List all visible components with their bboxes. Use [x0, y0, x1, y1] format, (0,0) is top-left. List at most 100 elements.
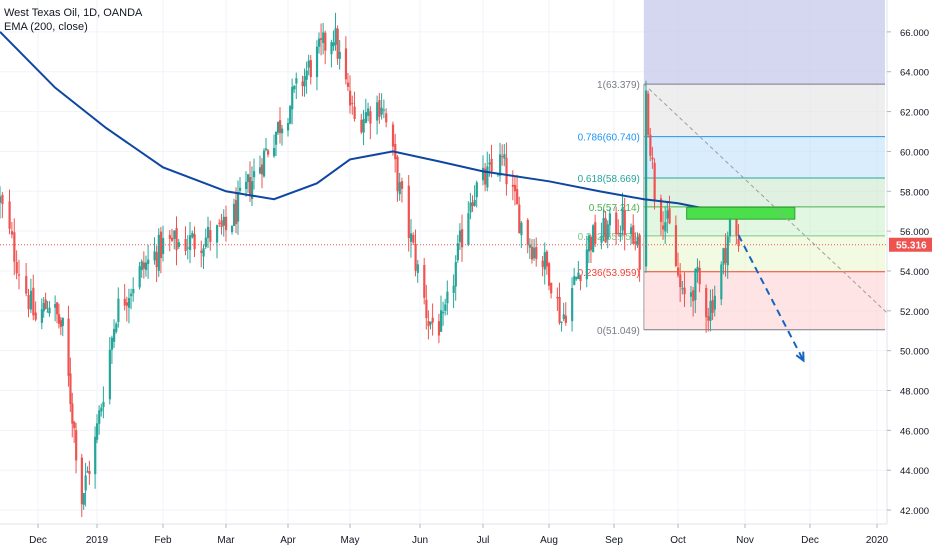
candle-body: [378, 100, 381, 117]
time-tick-label: Jul: [477, 535, 490, 546]
candle-body: [679, 274, 682, 288]
current-price-label: 55.316: [896, 241, 927, 252]
candle-body: [153, 251, 156, 261]
time-tick-label: Sep: [605, 535, 623, 546]
candle-body: [186, 247, 189, 249]
price-axis-bg: [887, 0, 932, 550]
candle-body: [222, 216, 225, 226]
candle-body: [265, 148, 268, 151]
candle-body: [202, 248, 205, 257]
candle-body: [177, 242, 180, 248]
candle-body: [138, 266, 141, 288]
fibonacci-retracement[interactable]: 1(63.379) 0.786(60.740) 0.618(58.669) 0.5(5…: [578, 0, 885, 337]
candle-body: [689, 292, 693, 297]
candle-body: [550, 282, 553, 294]
fib-level-label: 0.786(60.740): [578, 133, 640, 144]
candle-body: [132, 288, 135, 294]
price-tick-label: 52.000: [900, 307, 929, 318]
candle-body: [490, 158, 493, 172]
candle-body: [110, 337, 114, 350]
fib-level-label: 0.618(58.669): [578, 174, 640, 185]
candle-body: [726, 236, 729, 266]
candle-body: [115, 323, 118, 332]
candle-body: [237, 192, 240, 222]
candle-body: [587, 235, 591, 252]
candle-body: [556, 296, 559, 299]
candle-body: [220, 220, 223, 228]
candle-body: [564, 315, 567, 323]
candle-body: [577, 272, 580, 280]
price-tick-label: 42.000: [900, 506, 929, 517]
symbol-title[interactable]: West Texas Oil, 1D, OANDA: [4, 7, 143, 19]
price-tick-label: 44.000: [900, 466, 929, 477]
time-tick-label: Aug: [540, 535, 558, 546]
candle-body: [437, 321, 441, 336]
ema-indicator-label[interactable]: EMA (200, close): [4, 21, 88, 33]
candle-body: [56, 302, 59, 315]
candle-body: [666, 210, 669, 219]
candle-body: [253, 171, 256, 178]
candle-body: [638, 234, 641, 270]
candle-body: [416, 264, 419, 273]
fib-level-label: 0(51.049): [597, 326, 640, 337]
price-tick-label: 48.000: [900, 387, 929, 398]
candle-body: [720, 264, 723, 300]
candle-body: [520, 222, 523, 236]
candle-body: [645, 90, 648, 267]
price-tick-label: 60.000: [900, 147, 929, 158]
candle-body: [698, 267, 701, 285]
candle-body: [96, 423, 99, 440]
projection-arrow-head: [795, 351, 805, 363]
drawings[interactable]: [0, 83, 906, 363]
candle-body: [604, 218, 607, 243]
candle-body: [694, 269, 697, 301]
candle-body: [29, 290, 33, 310]
candle-body: [668, 208, 671, 224]
time-tick-label: May: [341, 535, 360, 546]
candle-body: [351, 102, 354, 104]
candle-body: [526, 219, 529, 245]
candle-body: [467, 213, 470, 246]
candle-body: [585, 249, 588, 280]
candle-body: [332, 42, 335, 47]
candle-body: [0, 196, 2, 203]
candle-body: [482, 167, 485, 181]
candle-body: [140, 261, 143, 270]
candle-body: [602, 217, 605, 237]
candle-body: [67, 318, 70, 376]
candle-body: [86, 471, 89, 473]
candle-body: [338, 51, 341, 59]
candle-body: [75, 430, 78, 461]
candle-body: [558, 296, 561, 323]
candle-body: [175, 227, 178, 251]
candle-body: [560, 321, 563, 323]
candle-body: [594, 222, 597, 244]
candle-body: [307, 60, 310, 68]
candle-body: [431, 317, 434, 323]
candle-body: [634, 241, 637, 244]
candle-body: [579, 276, 582, 282]
candle-body: [261, 164, 264, 175]
candle-body: [533, 247, 536, 259]
candle-body: [305, 70, 308, 80]
candle-body: [100, 407, 103, 412]
candle-body: [108, 349, 111, 400]
candle-body: [69, 373, 72, 405]
fib-extension-zone: [643, 0, 885, 85]
candle-body: [73, 422, 76, 429]
candle-body: [207, 226, 210, 239]
candle-body: [696, 266, 699, 273]
time-tick-label: 2019: [86, 535, 109, 546]
candle-body: [171, 237, 174, 241]
candle-body: [42, 303, 45, 312]
candle-body: [376, 102, 379, 121]
candle-body: [364, 112, 368, 123]
candle-body: [713, 295, 716, 310]
candle-body: [659, 198, 663, 222]
candle-body: [113, 328, 116, 342]
candle-body: [34, 312, 37, 320]
candle-body: [275, 132, 278, 145]
current-price-badge: [889, 237, 932, 252]
